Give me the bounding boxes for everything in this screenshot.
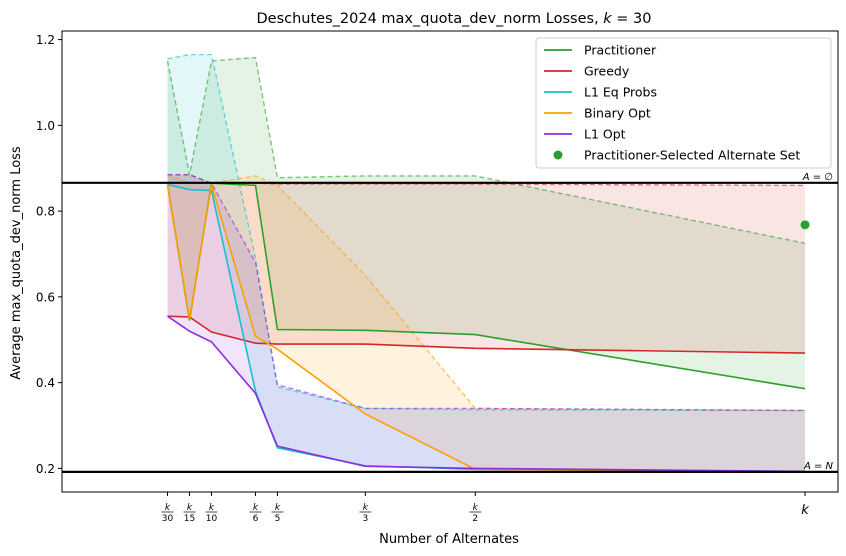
chart-title: Deschutes_2024 max_quota_dev_norm Losses… xyxy=(256,11,651,27)
title-k: k xyxy=(603,11,612,27)
x-tick-numerator: k xyxy=(275,503,281,513)
plot-area: A = ∅ A = N xyxy=(62,53,838,473)
x-axis-label: Number of Alternates xyxy=(379,532,519,547)
legend-label: Practitioner-Selected Alternate Set xyxy=(584,148,800,163)
legend-label: L1 Opt xyxy=(584,127,626,142)
series-line-binary-opt xyxy=(166,184,806,473)
x-tick-numerator: k xyxy=(473,503,479,513)
y-tick-label: 1.2 xyxy=(36,33,55,47)
band-practitioner xyxy=(167,57,805,389)
y-tick-label: 1.0 xyxy=(36,119,55,133)
legend-marker xyxy=(553,150,563,160)
legend-label: L1 Eq Probs xyxy=(584,85,657,100)
reference-label-0: A = ∅ xyxy=(802,172,833,183)
title-value: = 30 xyxy=(612,11,652,27)
x-tick-denominator: 5 xyxy=(275,514,281,524)
x-tick-numerator: k xyxy=(187,503,193,513)
x-tick-numerator: k xyxy=(165,503,171,513)
band-l1-opt xyxy=(167,174,805,472)
title-text: Deschutes_2024 max_quota_dev_norm Losses… xyxy=(256,11,603,27)
x-tick-denominator: 10 xyxy=(206,514,218,524)
upper-line-practitioner xyxy=(166,56,806,244)
y-tick-label: 0.2 xyxy=(36,462,55,476)
x-tick-numerator: k xyxy=(253,503,259,513)
upper-line-l1-eq-probs xyxy=(167,53,806,412)
series-line-l1-opt xyxy=(167,315,806,473)
plot-clip-group xyxy=(62,53,838,473)
x-tick-denominator: 15 xyxy=(184,514,195,524)
y-tick-label: 0.6 xyxy=(36,290,55,304)
band-l1-eq-probs xyxy=(167,54,805,472)
practitioner-selected-point xyxy=(800,220,810,230)
band-binary-opt xyxy=(167,174,805,472)
x-tick-denominator: 6 xyxy=(253,514,259,524)
x-tick-numerator: k xyxy=(209,503,215,513)
reference-label-1: A = N xyxy=(803,461,834,472)
legend-label: Practitioner xyxy=(584,43,657,58)
x-tick-label: k xyxy=(801,503,809,518)
y-axis-label: Average max_quota_dev_norm Loss xyxy=(9,146,24,380)
band-greedy xyxy=(167,174,805,354)
legend-label: Greedy xyxy=(584,64,630,79)
y-tick-label: 0.4 xyxy=(36,376,55,390)
legend-label: Binary Opt xyxy=(584,106,651,121)
x-tick-numerator: k xyxy=(363,503,369,513)
x-tick-denominator: 2 xyxy=(472,514,478,524)
upper-line-l1-opt xyxy=(167,173,806,412)
legend-box xyxy=(535,37,832,169)
x-tick-denominator: 3 xyxy=(362,514,368,524)
x-tick-denominator: 30 xyxy=(162,514,174,524)
axes-frame xyxy=(61,30,839,493)
legend: Practitioner Greedy L1 Eq Probs Binary Opt L… xyxy=(535,37,832,169)
y-tick-label: 0.8 xyxy=(36,205,55,219)
